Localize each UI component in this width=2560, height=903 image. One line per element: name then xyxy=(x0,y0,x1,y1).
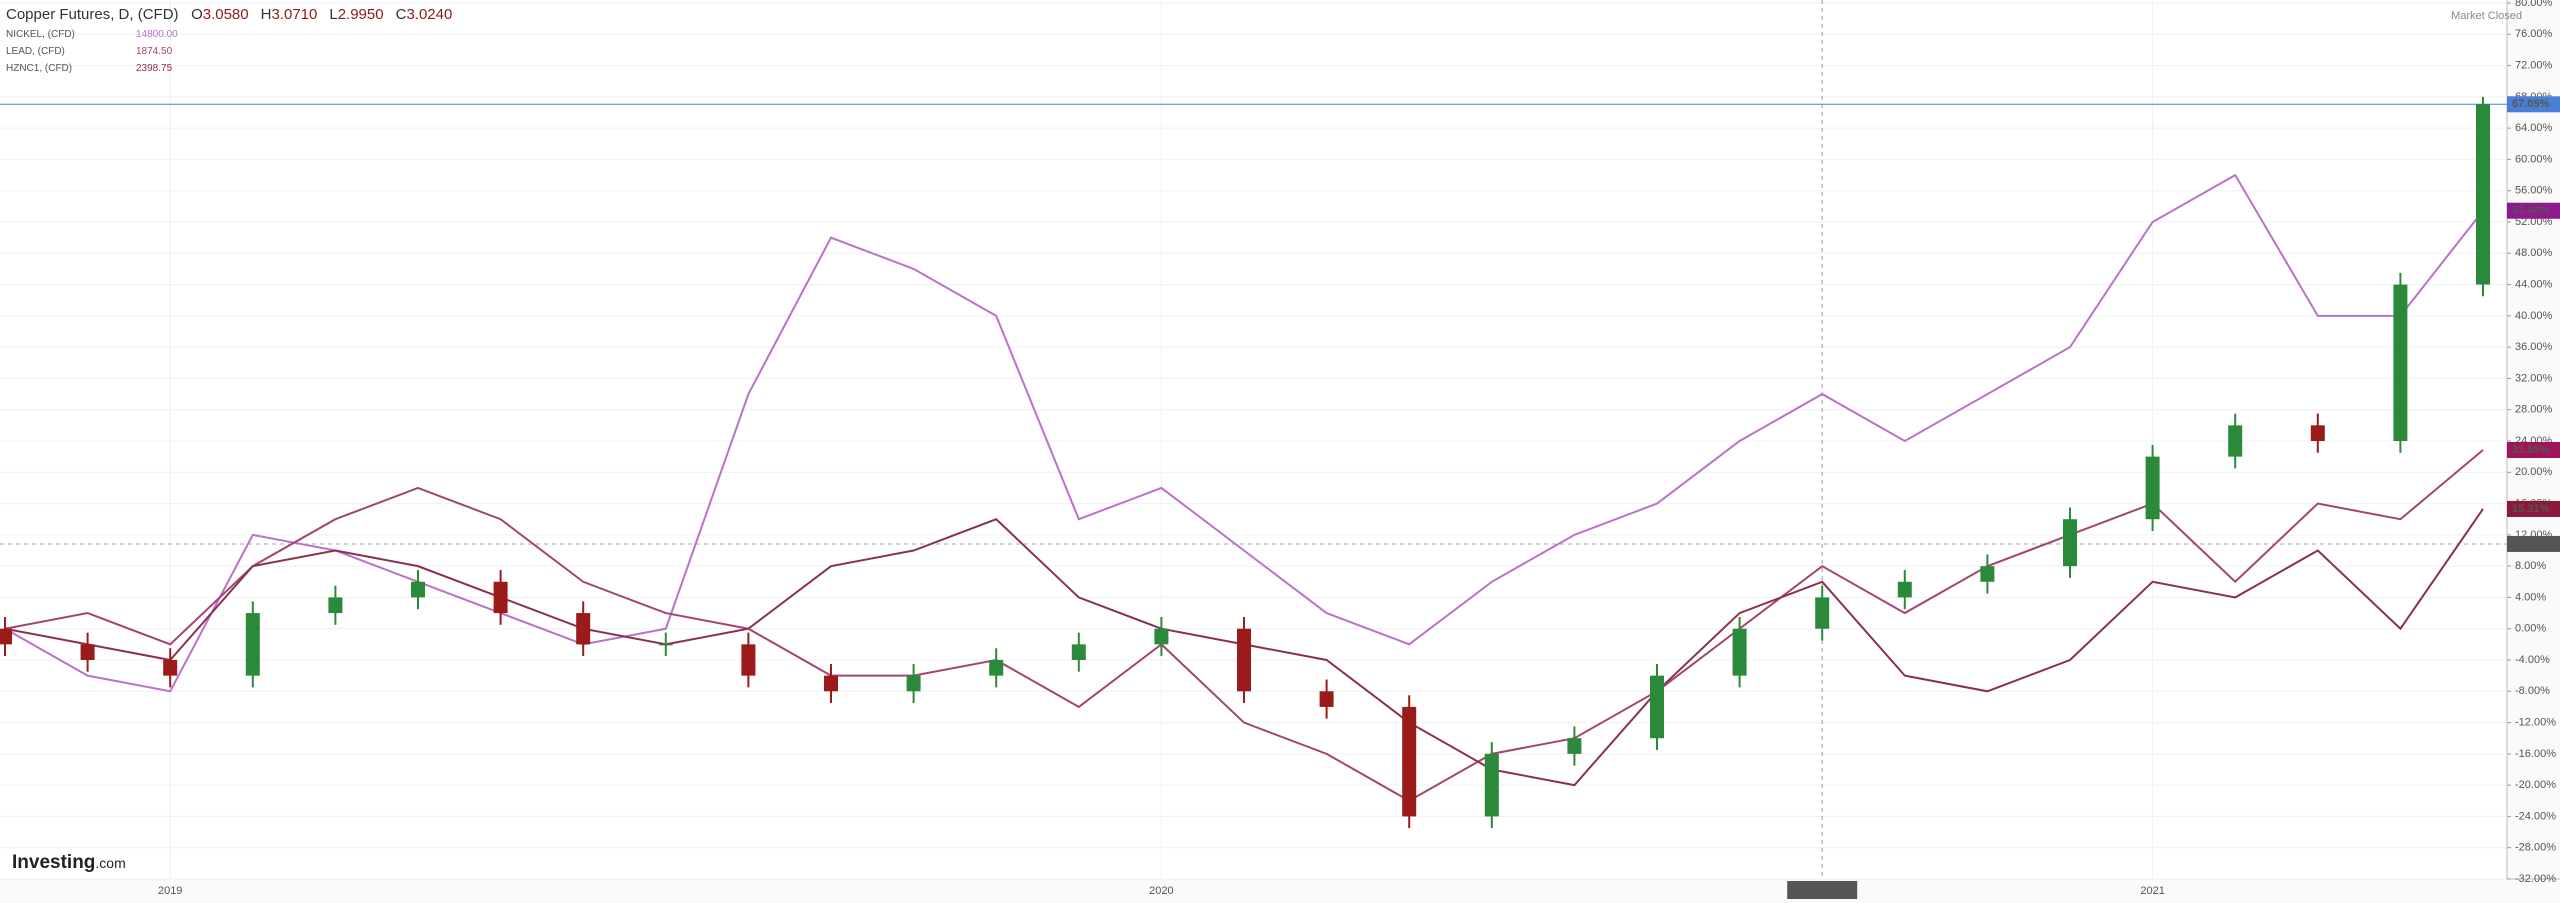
header: Copper Futures, D, (CFD) O3.0580 H3.0710 L… xyxy=(6,6,464,24)
candle-body xyxy=(163,660,178,676)
ohlc-value: 2.9950 xyxy=(337,6,384,23)
candle-body xyxy=(658,644,673,646)
candle-body xyxy=(493,581,508,614)
legend-price: 1874.50 xyxy=(136,46,173,57)
y-tick-label: 4.00% xyxy=(2515,591,2546,603)
x-tick-label: 2019 xyxy=(158,885,182,897)
candle-body xyxy=(2393,284,2408,441)
crosshair-x-label: 2020-09-10 xyxy=(1794,885,1850,897)
last-value-tag xyxy=(2507,500,2560,517)
brand-suffix: .com xyxy=(95,855,126,871)
candle-body xyxy=(741,644,756,676)
candle-body xyxy=(1402,706,1417,817)
legend-row: NICKEL, (CFD) 14800.00 xyxy=(6,29,178,40)
title: Copper Futures, D, (CFD) xyxy=(6,6,179,23)
legend-price: 2398.75 xyxy=(136,63,173,74)
last-value-label: 67.05% xyxy=(2512,98,2550,110)
legend-price: 14800.00 xyxy=(136,29,178,40)
ohlc-value: 3.0580 xyxy=(202,6,249,23)
y-tick-label: 52.00% xyxy=(2515,216,2553,228)
y-tick-label: -16.00% xyxy=(2515,748,2556,760)
last-value-label: 53.44% xyxy=(2512,205,2550,217)
y-tick-label: 48.00% xyxy=(2515,247,2553,259)
y-tick-label: 8.00% xyxy=(2515,560,2546,572)
y-tick-label: 76.00% xyxy=(2515,28,2553,40)
candle-body xyxy=(1732,628,1747,676)
ohlc-value: 3.0710 xyxy=(271,6,318,23)
candle-body xyxy=(245,613,260,676)
last-value-label: 22.85% xyxy=(2512,444,2550,456)
candle-body xyxy=(2476,104,2490,285)
brand-logo: Investing.com xyxy=(12,852,126,874)
ohlc-key: O xyxy=(191,6,203,23)
candle-body xyxy=(1071,644,1086,660)
legend-name: NICKEL, (CFD) xyxy=(6,29,75,40)
candle-body xyxy=(2228,425,2243,457)
candle-body xyxy=(1154,628,1169,645)
y-tick-label: 40.00% xyxy=(2515,310,2553,322)
y-tick-label: 28.00% xyxy=(2515,404,2553,416)
candle-body xyxy=(989,660,1004,676)
x-tick-label: 2021 xyxy=(2140,885,2164,897)
candle-body xyxy=(576,613,591,645)
y-tick-label: -32.00% xyxy=(2515,873,2556,885)
candle-body xyxy=(1897,581,1912,598)
candle-body xyxy=(1484,753,1499,817)
ohlc-key: C xyxy=(395,6,407,23)
candle-body xyxy=(1650,675,1664,739)
crosshair-y-label: 10.8390 xyxy=(2512,538,2552,550)
candle-body xyxy=(0,628,12,645)
candle-body xyxy=(2145,456,2160,520)
candle-body xyxy=(411,581,425,598)
x-tick-label: 2020 xyxy=(1149,885,1173,897)
y-tick-label: -28.00% xyxy=(2515,842,2556,854)
y-tick-label: 60.00% xyxy=(2515,153,2553,165)
last-value-tag xyxy=(2507,96,2560,113)
legend-name: HZNC1, (CFD) xyxy=(6,63,73,74)
y-tick-label: -24.00% xyxy=(2515,810,2556,822)
candle-body xyxy=(1815,597,1830,629)
y-tick-label: 80.00% xyxy=(2515,0,2553,9)
plot-background xyxy=(0,0,2507,879)
candle-body xyxy=(2310,425,2325,441)
crosshair-y-box xyxy=(2507,535,2560,552)
y-tick-label: -8.00% xyxy=(2515,685,2550,697)
crosshair-x-box xyxy=(1787,881,1858,899)
candle-body xyxy=(328,597,343,614)
brand-name: Investing xyxy=(12,852,96,873)
candle-body xyxy=(1567,738,1582,754)
y-tick-label: 20.00% xyxy=(2515,466,2553,478)
legend-name: LEAD, (CFD) xyxy=(6,46,65,57)
ohlc-value: 3.0240 xyxy=(406,6,453,23)
y-tick-label: 72.00% xyxy=(2515,59,2553,71)
x-axis-panel xyxy=(0,879,2560,903)
ohlc: O3.0580 H3.0710 L2.9950 C3.0240 xyxy=(191,6,464,23)
candle-body xyxy=(2063,519,2077,567)
candle-body xyxy=(1980,566,1995,582)
y-tick-label: 64.00% xyxy=(2515,122,2553,134)
y-tick-label: -12.00% xyxy=(2515,716,2556,728)
last-value-tag xyxy=(2507,441,2560,458)
candle-body xyxy=(1237,628,1251,692)
y-tick-label: -20.00% xyxy=(2515,779,2556,791)
last-value-tag xyxy=(2507,202,2560,219)
y-tick-label: -4.00% xyxy=(2515,654,2550,666)
ohlc-key: L xyxy=(329,6,338,23)
market-status: Market Closed xyxy=(2451,10,2522,22)
candle-body xyxy=(906,675,921,692)
y-tick-label: 32.00% xyxy=(2515,372,2553,384)
last-value-label: 15.31% xyxy=(2512,503,2550,515)
legend-row: LEAD, (CFD) 1874.50 xyxy=(6,46,172,57)
y-tick-label: 44.00% xyxy=(2515,278,2553,290)
candle-body xyxy=(1319,691,1334,707)
y-tick-label: 0.00% xyxy=(2515,623,2546,635)
ohlc-key: H xyxy=(260,6,272,23)
y-tick-label: 56.00% xyxy=(2515,185,2553,197)
candle-body xyxy=(80,644,95,660)
legend-row: HZNC1, (CFD) 2398.75 xyxy=(6,63,172,74)
y-tick-label: 36.00% xyxy=(2515,341,2553,353)
candle-body xyxy=(824,675,838,692)
